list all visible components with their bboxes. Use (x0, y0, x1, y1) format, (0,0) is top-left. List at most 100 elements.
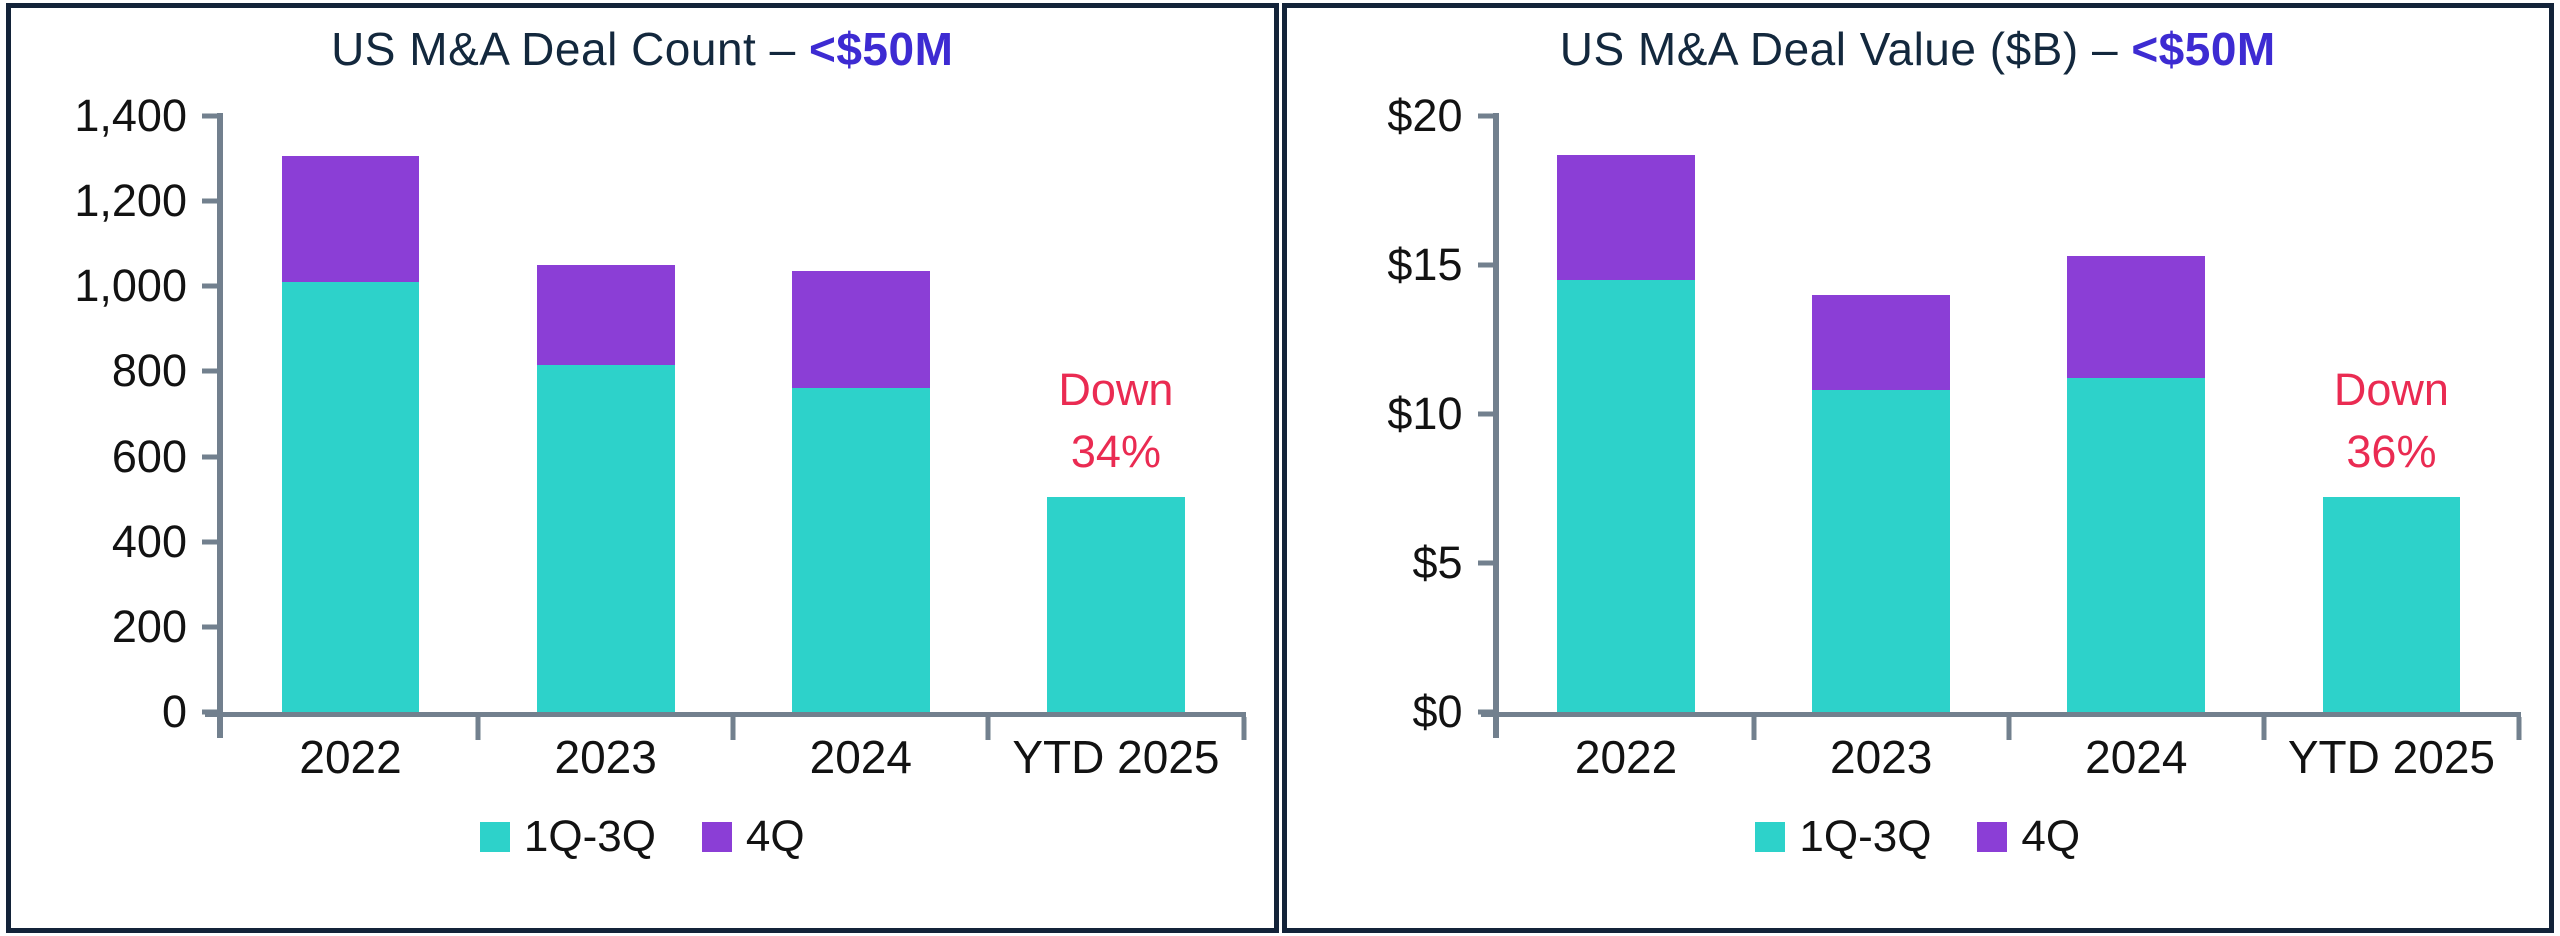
y-axis-labels: 0 200 400 600 800 1,000 1,200 1,400 (11, 90, 201, 737)
y-axis-tick-label: $0 (1412, 686, 1463, 737)
y-axis-tick-mark (202, 454, 217, 460)
panel-deal-value: US M&A Deal Value ($B) – <$50M $0 $5 $10 $1… (1281, 3, 2554, 933)
legend-item-4q: 4Q (1977, 812, 2080, 862)
plot-area: Down 34% (202, 113, 1246, 740)
y-axis-tick-mark (202, 709, 217, 715)
bar-segment-4q-2023 (1812, 294, 1951, 391)
legend-swatch-4q (1977, 822, 2008, 852)
category-slot-2024 (733, 116, 988, 712)
x-axis-label-2022: 2022 (299, 731, 402, 783)
y-axis-line (1492, 113, 1499, 738)
x-axis-labels: 2022 2023 2024 YTD 2025 (223, 730, 1244, 788)
x-axis-label-2023: 2023 (1830, 731, 1933, 783)
y-axis-tick-mark (1477, 709, 1493, 715)
legend-label-1q-3q: 1Q-3Q (523, 812, 656, 861)
legend-item-1q-3q: 1Q-3Q (479, 812, 656, 862)
y-axis-tick-label: $5 (1412, 537, 1463, 588)
y-axis-tick-label: $15 (1387, 239, 1463, 290)
category-slot-2022 (1499, 116, 1754, 712)
bar-segment-1q-3q-2022 (1557, 279, 1695, 712)
x-axis-tick-mark (1751, 717, 1757, 740)
legend-swatch-1q-3q (479, 822, 510, 852)
bar-segment-4q-2024 (791, 271, 930, 389)
x-axis-tick-mark (2261, 717, 2267, 740)
bar-segment-1q-3q-2023 (1812, 390, 1951, 712)
y-axis-tick-mark (202, 624, 217, 630)
plot-area: Down 36% (1477, 113, 2522, 740)
x-axis-tick-mark (2006, 717, 2012, 740)
legend-swatch-1q-3q (1755, 822, 1786, 852)
y-axis-labels: $0 $5 $10 $15 $20 (1287, 90, 1477, 737)
x-axis-line (205, 712, 1246, 717)
legend-item-4q: 4Q (701, 812, 805, 862)
y-axis-tick-label: 1,200 (74, 175, 187, 227)
category-slot-2023 (478, 116, 733, 712)
bar-segment-4q-2024 (2067, 256, 2206, 379)
bar-slots: Down 34% (223, 116, 1244, 712)
legend-label-1q-3q: 1Q-3Q (1799, 812, 1932, 861)
bar-segment-1q-3q-ytd-2025 (2322, 497, 2461, 712)
x-axis-label-ytd-2025: YTD 2025 (1012, 731, 1220, 783)
y-axis-tick-label: 1,400 (74, 90, 187, 141)
legend-label-4q: 4Q (2021, 812, 2081, 861)
x-axis-tick-mark (985, 717, 991, 740)
y-axis-tick-mark (202, 283, 217, 289)
y-axis-tick-mark (1477, 560, 1493, 566)
category-slot-2023 (1754, 116, 2009, 712)
chart-title-accent: <$50M (808, 23, 954, 75)
x-axis-tick-mark (730, 717, 736, 740)
x-axis-labels: 2022 2023 2024 YTD 2025 (1499, 730, 2520, 788)
y-axis-tick-mark (202, 368, 217, 374)
legend-swatch-4q (701, 822, 732, 852)
y-axis-tick-label: 1,000 (74, 260, 187, 312)
category-slot-2024 (2009, 116, 2264, 712)
legend-item-1q-3q: 1Q-3Q (1755, 812, 1931, 862)
y-axis-tick-mark (1477, 113, 1493, 119)
y-axis-tick-label: 600 (111, 430, 187, 482)
x-axis-tick-mark (2516, 717, 2522, 740)
x-axis-line (1480, 712, 2521, 717)
y-axis-tick-mark (1477, 262, 1493, 268)
y-axis-tick-label: $20 (1387, 90, 1463, 141)
x-axis-tick-mark (475, 717, 481, 740)
bar-segment-4q-2023 (536, 265, 675, 366)
annotation-down-percent: Down 34% (1058, 363, 1174, 477)
bar-segment-1q-3q-2023 (536, 365, 675, 712)
chart-legend: 1Q-3Q 4Q (1287, 812, 2550, 862)
panel-deal-count: US M&A Deal Count – <$50M 0 200 400 600 800 1… (6, 3, 1279, 933)
x-axis-label-2022: 2022 (1574, 731, 1678, 783)
bar-segment-1q-3q-ytd-2025 (1047, 497, 1185, 712)
y-axis-tick-mark (202, 539, 217, 545)
category-slot-ytd-2025: Down 36% (2264, 116, 2519, 712)
bar-slots: Down 36% (1499, 116, 2520, 712)
annotation-down-percent: Down 36% (2333, 364, 2449, 478)
bar-segment-1q-3q-2024 (2067, 378, 2206, 712)
bar-segment-4q-2022 (281, 156, 420, 283)
x-axis-label-2024: 2024 (2085, 731, 2188, 783)
y-axis-tick-label: 400 (111, 515, 187, 567)
x-axis-tick-mark (1241, 717, 1246, 740)
x-axis-label-2024: 2024 (809, 731, 912, 783)
y-axis-tick-label: 0 (161, 686, 187, 737)
y-axis-tick-label: 800 (111, 345, 187, 397)
chart-title-text: US M&A Deal Value ($B) – (1559, 23, 2132, 75)
y-axis-tick-label: 200 (111, 600, 187, 652)
chart-title-deal-count: US M&A Deal Count – <$50M (11, 22, 1274, 76)
chart-title-accent: <$50M (2131, 23, 2276, 75)
y-axis-tick-label: $10 (1387, 388, 1463, 439)
category-slot-2022 (223, 116, 478, 712)
chart-title-text: US M&A Deal Count – (331, 23, 809, 75)
chart-title-deal-value: US M&A Deal Value ($B) – <$50M (1287, 22, 2550, 76)
y-axis-tick-mark (1477, 411, 1493, 417)
category-slot-ytd-2025: Down 34% (988, 116, 1243, 712)
y-axis-tick-mark (202, 113, 217, 119)
x-axis-label-ytd-2025: YTD 2025 (2287, 731, 2495, 783)
legend-label-4q: 4Q (745, 812, 805, 861)
y-axis-tick-mark (202, 198, 217, 204)
bar-segment-1q-3q-2022 (281, 282, 420, 712)
bar-segment-1q-3q-2024 (791, 388, 930, 712)
x-axis-label-2023: 2023 (554, 731, 657, 783)
bar-segment-4q-2022 (1557, 154, 1695, 280)
y-axis-line (217, 113, 223, 738)
